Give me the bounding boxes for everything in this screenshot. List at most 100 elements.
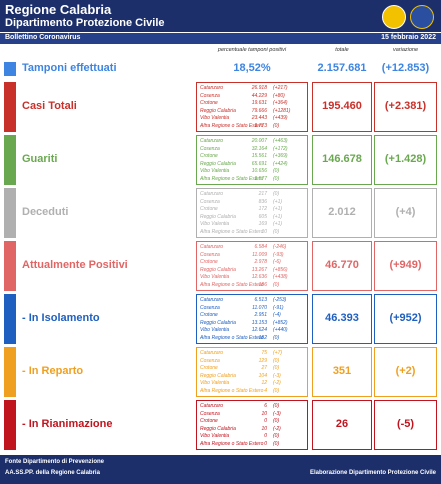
region-name: Crotone: [200, 153, 218, 160]
change: (+2.381): [384, 100, 427, 112]
row-label: Tamponi effettuati: [22, 62, 117, 74]
region-name: Cosenza: [200, 92, 220, 99]
region-name: Altra Regione o Stato Estero: [200, 388, 264, 394]
region-name: Cosenza: [200, 410, 220, 417]
region-name: Catanzaro: [200, 244, 224, 250]
color-bar: [4, 294, 16, 344]
region-change: (0): [273, 191, 280, 197]
region-change: (0): [273, 282, 280, 288]
change: (+2): [395, 365, 416, 377]
total: 146.678: [322, 153, 362, 165]
region-change: (0): [273, 176, 280, 182]
region-name: Vibo Valentia: [200, 433, 230, 440]
total: 195.460: [322, 100, 362, 112]
change: (-5): [396, 418, 415, 430]
total-cell: [312, 241, 372, 291]
region-name: Crotone: [200, 206, 218, 213]
header: Regione Calabria Dipartimento Protezione…: [0, 0, 441, 32]
color-bar: [4, 135, 16, 185]
region-value: 129: [258, 357, 267, 364]
change-cell: [374, 400, 437, 450]
footer-text: Elaborazione Dipartimento Protezione Civ…: [309, 470, 436, 476]
region-value: 27: [261, 365, 267, 372]
region-change: (-93): [273, 251, 284, 258]
region-value: 19.631: [251, 100, 267, 107]
region-value: 6.584: [254, 244, 267, 250]
region-change: (-246): [273, 244, 287, 250]
change-cell: [374, 82, 437, 132]
total: 2.157.681: [317, 62, 367, 74]
region-value: 2.978: [254, 259, 267, 266]
section-label: Guariti: [22, 153, 58, 165]
region-name: Cosenza: [200, 304, 220, 311]
change: (+4): [395, 206, 416, 218]
region-change: (0): [273, 168, 280, 175]
region-name: Catanzaro: [200, 191, 224, 197]
region-change: (-6): [273, 259, 281, 266]
breakdown: Catanzaro 6 (0) Cosenza 10 (-3) Crotone 0 (0) Reg…: [196, 400, 308, 450]
region-value: 0: [264, 433, 267, 440]
change-cell: [374, 294, 437, 344]
region-name: Catanzaro: [200, 297, 224, 303]
region-change: (+424): [273, 160, 288, 167]
total-cell: [312, 400, 372, 450]
region-value: 605: [258, 213, 267, 220]
color-bar: [4, 400, 16, 450]
region-name: Altra Regione o Stato Estero: [200, 176, 264, 182]
region-value: 12.636: [251, 274, 267, 281]
region-change: (0): [273, 433, 280, 440]
footer-text: AA.SS.PP. della Regione Calabria: [5, 470, 100, 476]
region-change: (-253): [273, 297, 287, 303]
total: 351: [332, 365, 352, 377]
total-cell: [312, 294, 372, 344]
region-name: Vibo Valentia: [200, 115, 230, 122]
breakdown: Catanzaro 217 (0) Cosenza 836 (+1) Crotone 172 (…: [196, 188, 308, 238]
region-name: Crotone: [200, 100, 218, 107]
region-change: (+1281): [273, 107, 291, 114]
region-value: 0: [264, 418, 267, 425]
bar-right: 15 febbraio 2022: [381, 34, 436, 41]
region-change: (0): [273, 403, 280, 409]
region-name: Catanzaro: [200, 85, 224, 91]
total-cell: [312, 135, 372, 185]
region-change: (0): [273, 123, 280, 129]
total-cell: [312, 347, 372, 397]
region-value: 26.918: [251, 85, 267, 91]
region-value: 32.164: [251, 145, 267, 152]
total-cell: [312, 188, 372, 238]
region-change: (0): [273, 418, 280, 425]
region-value: 75: [261, 350, 267, 356]
region-value: 217: [258, 191, 267, 197]
region-change: (-3): [273, 410, 281, 417]
total: 26: [335, 418, 349, 430]
region-name: Catanzaro: [200, 403, 224, 409]
change: (+12.853): [381, 62, 430, 74]
region-value: 13.267: [251, 266, 267, 273]
region-value: 12.624: [251, 327, 267, 334]
region-value: 6.513: [254, 297, 267, 303]
section-label: - In Isolamento: [22, 312, 100, 324]
col-header: totale: [335, 47, 349, 53]
region-change: (+1): [273, 221, 283, 228]
region-value: 79.666: [251, 107, 267, 114]
region-value: 4: [264, 388, 267, 394]
color-bar: [4, 82, 16, 132]
region-value: 65.691: [251, 160, 267, 167]
region-name: Altra Regione o Stato Estero: [200, 123, 264, 129]
region-name: Reggio Calabria: [200, 425, 236, 432]
region-name: Altra Regione o Stato Estero: [200, 282, 264, 288]
footer: Fonte Dipartimento di Prevenzione AA.SS.…: [0, 455, 441, 484]
region-value: 15.561: [251, 153, 267, 160]
breakdown: Catanzaro 20.007 (+463) Cosenza 32.164 (+172)…: [196, 135, 308, 185]
region-value: 20.007: [251, 138, 267, 144]
region-change: (+1): [273, 198, 283, 205]
total: 46.393: [325, 312, 359, 324]
region-change: (+217): [273, 85, 288, 91]
region-value: 182: [258, 335, 267, 341]
region-change: (-91): [273, 304, 284, 311]
title: Regione Calabria: [5, 2, 112, 17]
color-bar: [4, 62, 16, 76]
region-change: (0): [273, 388, 280, 394]
region-value: 1.773: [254, 123, 267, 129]
